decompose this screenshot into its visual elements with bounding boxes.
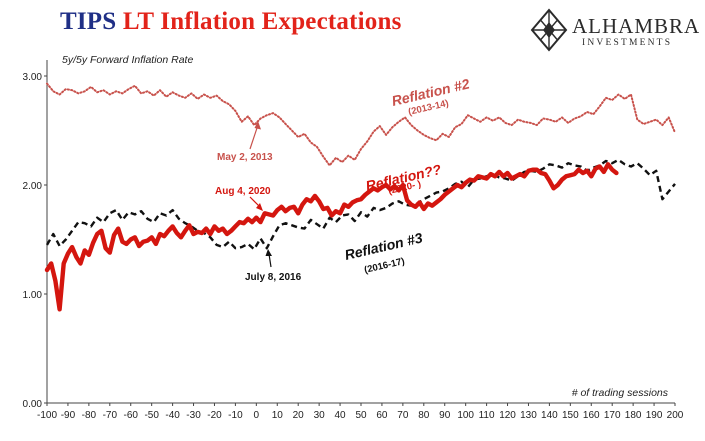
x-tick-label: 160 [583,410,600,421]
x-tick-label: 60 [376,410,388,421]
x-tick-label: 50 [355,410,367,421]
title-part-main: LT Inflation Expectations [122,8,402,35]
x-tick-label: 70 [397,410,409,421]
series-layer [44,82,676,312]
x-tick-label: 180 [625,410,642,421]
x-tick-label: 170 [604,410,621,421]
diamond-lattice-icon [530,8,568,52]
x-tick-label: 130 [520,410,537,421]
alhambra-logo: ALHAMBRA INVESTMENTS [530,8,700,52]
y-tick-label: 3.00 [23,72,43,83]
x-tick-label: 0 [254,410,260,421]
x-axis-label: # of trading sessions [572,387,669,399]
x-tick-label: 20 [293,410,305,421]
x-tick-label: 10 [272,410,284,421]
x-tick-label: 190 [646,410,663,421]
arrowhead-july-8-2016 [265,249,272,256]
series-line-solid [44,162,619,312]
chart-title: TIPS LT Inflation Expectations [60,8,402,36]
x-tick-label: -80 [82,410,97,421]
x-tick-label: -90 [61,410,76,421]
x-tick-label: 100 [457,410,474,421]
arrowhead-may-2-2013 [254,121,261,130]
logo-name: ALHAMBRA [572,14,701,38]
x-tick-label: -70 [103,410,118,421]
x-tick-label: 90 [439,410,451,421]
series-line-dotted [46,82,676,167]
chart-subtitle: 5y/5y Forward Inflation Rate [62,54,193,66]
x-tick-label: 110 [479,410,495,421]
arrow-july-8-2016 [268,253,272,268]
arrowhead-aug-4-2020 [256,203,263,211]
x-tick-label: 140 [541,410,558,421]
y-tick-label: 2.00 [23,181,43,192]
x-tick-label: 150 [562,410,579,421]
title-part-tips: TIPS [60,8,117,35]
annotation-may-2-2013: May 2, 2013 [217,152,273,163]
annotation-reflation-3: Reflation #3 [343,229,424,262]
series-line-dashed [45,158,676,251]
x-tick-label: -60 [124,410,139,421]
annotation-reflation-3-years: (2016-17) [363,256,406,276]
y-tick-label: 0.00 [23,399,43,410]
y-ticks: 0.00 1.00 2.00 3.00 [23,72,47,410]
x-tick-label: -100 [37,410,57,421]
x-tick-label: -20 [207,410,222,421]
x-tick-label: 40 [335,410,347,421]
arrow-may-2-2013 [249,124,259,150]
x-tick-label: -40 [165,410,180,421]
x-tick-label: -30 [186,410,201,421]
logo-subtitle: INVESTMENTS [582,38,673,48]
y-tick-label: 1.00 [23,290,43,301]
x-tick-label: -50 [144,410,159,421]
x-tick-label: 30 [314,410,326,421]
x-ticks: -100 -90 -80 -70 -60 -50 -40 -30 -20 -10 0 10 20 30 40… [37,403,684,421]
x-tick-label: 200 [667,410,684,421]
annotation-aug-4-2020: Aug 4, 2020 [215,186,271,197]
x-tick-label: 120 [499,410,516,421]
x-tick-label: 80 [418,410,430,421]
x-tick-label: -10 [228,410,243,421]
annotation-july-8-2016: July 8, 2016 [245,272,302,283]
